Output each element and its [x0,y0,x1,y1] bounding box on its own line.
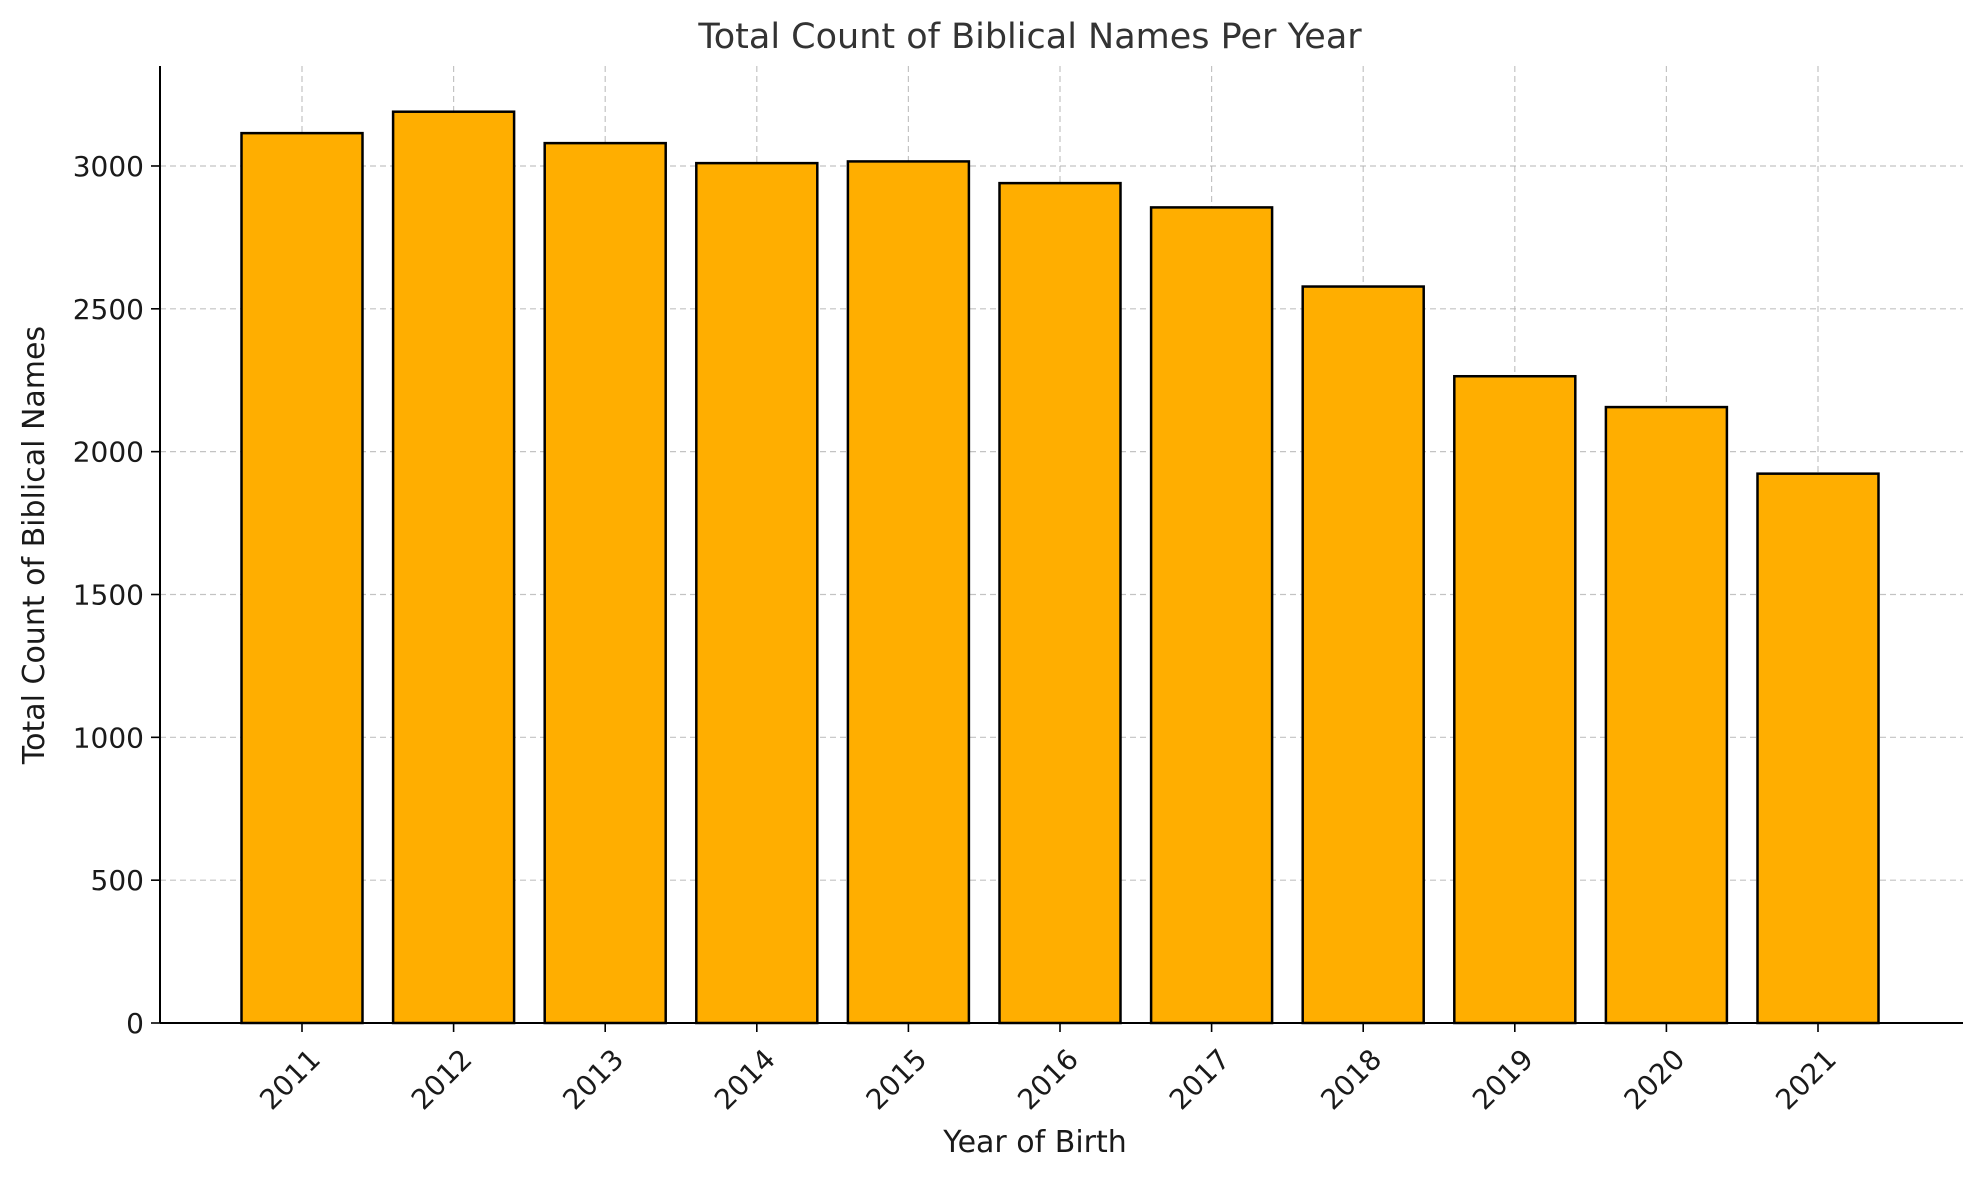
x-axis-label: Year of Birth [942,1125,1127,1160]
y-axis-ticks: 0 500 1000 1500 2000 2500 3000 [73,150,160,1040]
bar-2012 [391,110,516,1025]
bar-2013 [543,141,667,1025]
axes [159,66,1963,1024]
x-tick-label: 2016 [1011,1043,1085,1117]
bar-2014 [695,161,819,1025]
chart-title: Total Count of Biblical Names Per Year [697,17,1362,57]
bar-2020 [1604,405,1729,1025]
y-tick-label: 3000 [73,150,144,183]
x-tick-label: 2011 [253,1043,327,1117]
x-tick-label: 2021 [1769,1043,1843,1117]
x-tick-label: 2019 [1466,1043,1540,1117]
x-tick-label: 2012 [405,1043,479,1117]
x-tick-label: 2013 [556,1043,630,1117]
x-axis-ticks: 2011 2012 2013 2014 2015 2016 2017 2018 2019 2020… [253,1023,1843,1116]
bar-2017 [1149,206,1274,1025]
x-tick-label: 2017 [1163,1043,1237,1117]
x-tick-label: 2014 [708,1043,782,1117]
bar-2011 [240,131,364,1025]
bar-2015 [846,160,971,1025]
bar-2018 [1301,285,1425,1025]
bar-2016 [998,181,1122,1025]
bars [240,110,1880,1025]
y-tick-label: 2500 [73,293,144,326]
bar-2019 [1453,374,1577,1025]
x-tick-label: 2018 [1314,1043,1388,1117]
y-tick-label: 500 [91,864,144,897]
y-tick-label: 1000 [73,721,144,754]
y-axis-label: Total Count of Biblical Names [17,326,52,765]
x-tick-label: 2015 [860,1043,934,1117]
y-tick-label: 1500 [73,578,144,611]
y-tick-label: 2000 [73,436,144,469]
bar-2021 [1756,472,1880,1025]
y-tick-label: 0 [126,1007,144,1040]
x-tick-label: 2020 [1618,1043,1692,1117]
